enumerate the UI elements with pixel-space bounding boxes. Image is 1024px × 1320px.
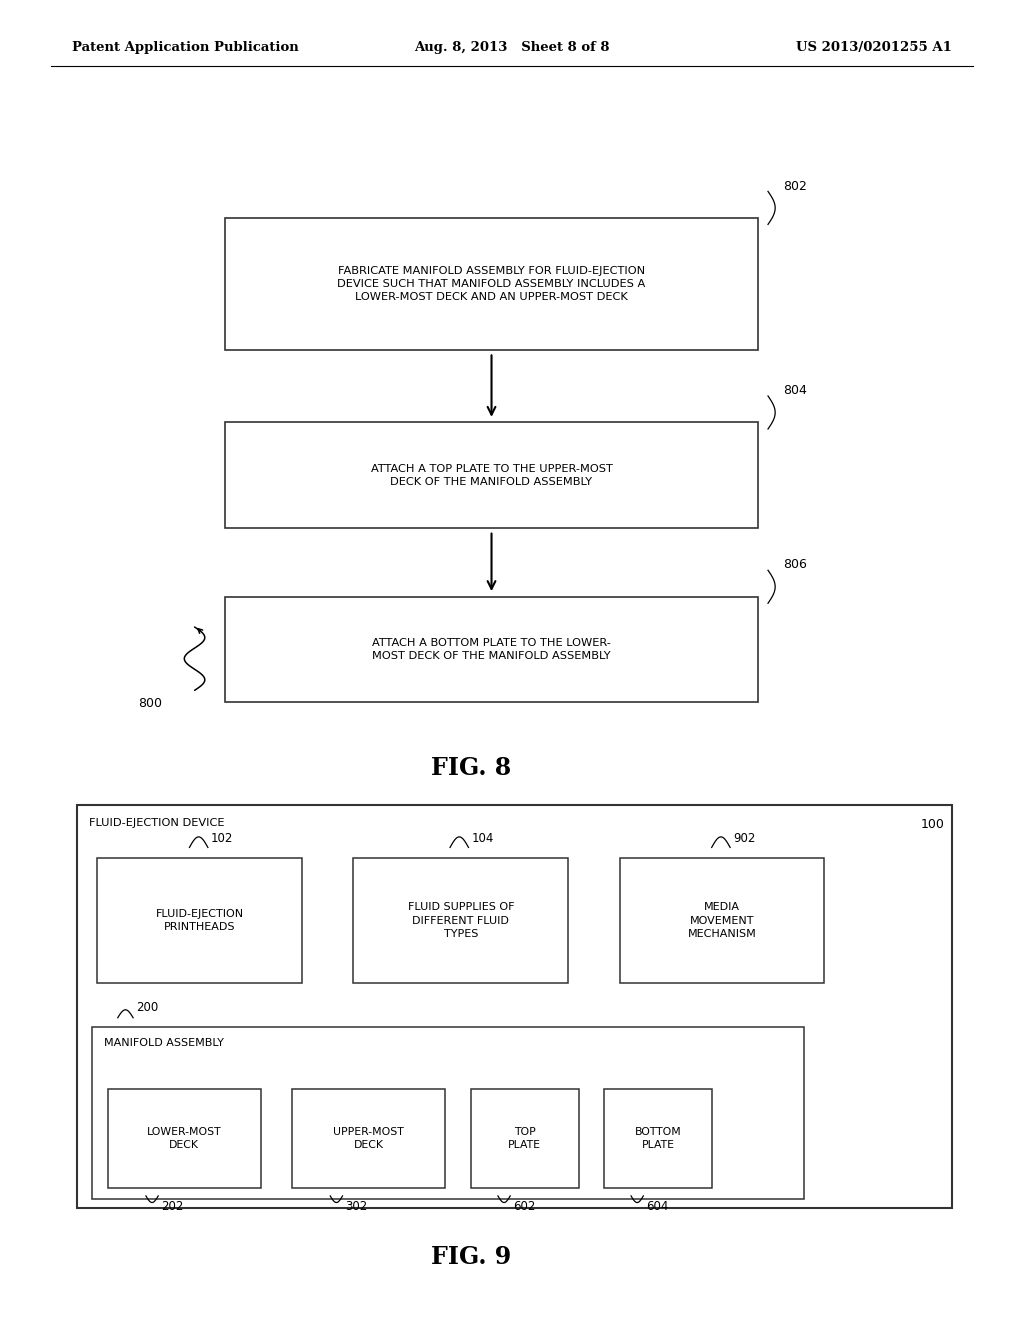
Text: 800: 800 [138, 697, 162, 710]
Text: Patent Application Publication: Patent Application Publication [72, 41, 298, 54]
Text: US 2013/0201255 A1: US 2013/0201255 A1 [797, 41, 952, 54]
Bar [225, 597, 758, 702]
Text: 200: 200 [136, 1001, 159, 1014]
Bar [108, 1089, 261, 1188]
Text: MEDIA
MOVEMENT
MECHANISM: MEDIA MOVEMENT MECHANISM [687, 903, 757, 939]
Text: FLUID SUPPLIES OF
DIFFERENT FLUID
TYPES: FLUID SUPPLIES OF DIFFERENT FLUID TYPES [408, 903, 514, 939]
Bar [471, 1089, 579, 1188]
Text: 902: 902 [733, 832, 756, 845]
Bar [92, 1027, 804, 1199]
Text: ATTACH A BOTTOM PLATE TO THE LOWER-
MOST DECK OF THE MANIFOLD ASSEMBLY: ATTACH A BOTTOM PLATE TO THE LOWER- MOST… [372, 638, 611, 661]
Bar [97, 858, 302, 983]
Text: 102: 102 [211, 832, 233, 845]
Text: 104: 104 [471, 832, 494, 845]
Text: MANIFOLD ASSEMBLY: MANIFOLD ASSEMBLY [104, 1038, 224, 1048]
Text: 804: 804 [783, 384, 807, 397]
Text: FLUID-EJECTION
PRINTHEADS: FLUID-EJECTION PRINTHEADS [156, 909, 244, 932]
Bar [77, 805, 952, 1208]
Text: 802: 802 [783, 180, 807, 193]
Text: FIG. 8: FIG. 8 [431, 756, 511, 780]
Text: FIG. 9: FIG. 9 [431, 1245, 511, 1269]
Text: ATTACH A TOP PLATE TO THE UPPER-MOST
DECK OF THE MANIFOLD ASSEMBLY: ATTACH A TOP PLATE TO THE UPPER-MOST DEC… [371, 463, 612, 487]
Bar [353, 858, 568, 983]
Text: FLUID-EJECTION DEVICE: FLUID-EJECTION DEVICE [89, 818, 224, 829]
Text: BOTTOM
PLATE: BOTTOM PLATE [635, 1127, 681, 1150]
Text: 602: 602 [513, 1200, 536, 1213]
Text: 604: 604 [646, 1200, 669, 1213]
Bar [620, 858, 824, 983]
Bar [225, 218, 758, 350]
Text: TOP
PLATE: TOP PLATE [508, 1127, 542, 1150]
Bar [225, 422, 758, 528]
Text: 202: 202 [162, 1200, 183, 1213]
Bar [292, 1089, 445, 1188]
Text: 302: 302 [345, 1200, 368, 1213]
Bar [604, 1089, 712, 1188]
Text: Aug. 8, 2013   Sheet 8 of 8: Aug. 8, 2013 Sheet 8 of 8 [415, 41, 609, 54]
Text: 806: 806 [783, 558, 807, 572]
Text: LOWER-MOST
DECK: LOWER-MOST DECK [147, 1127, 221, 1150]
Text: 100: 100 [921, 818, 944, 832]
Text: FABRICATE MANIFOLD ASSEMBLY FOR FLUID-EJECTION
DEVICE SUCH THAT MANIFOLD ASSEMBL: FABRICATE MANIFOLD ASSEMBLY FOR FLUID-EJ… [337, 265, 646, 302]
Text: UPPER-MOST
DECK: UPPER-MOST DECK [333, 1127, 404, 1150]
